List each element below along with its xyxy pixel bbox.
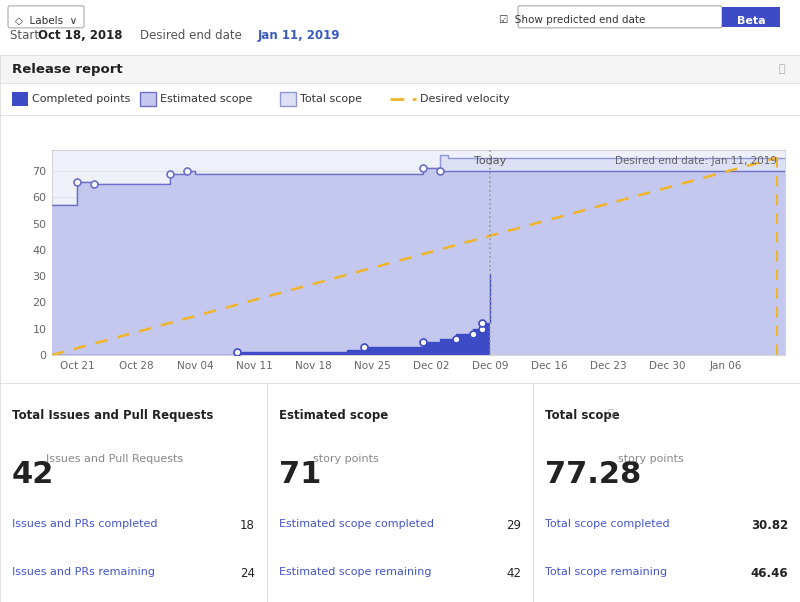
Text: Total scope: Total scope bbox=[546, 409, 620, 422]
Text: Issues and PRs completed: Issues and PRs completed bbox=[12, 519, 158, 529]
Text: Issues and PRs remaining: Issues and PRs remaining bbox=[12, 567, 155, 577]
Text: Desired velocity: Desired velocity bbox=[420, 94, 510, 104]
Text: Start: Start bbox=[10, 29, 43, 42]
Text: 42: 42 bbox=[506, 567, 522, 580]
Text: story points: story points bbox=[618, 454, 684, 464]
Text: 18: 18 bbox=[240, 519, 254, 532]
Text: ⓘ: ⓘ bbox=[778, 64, 785, 74]
Text: Oct 18, 2018: Oct 18, 2018 bbox=[38, 29, 122, 42]
Text: 46.46: 46.46 bbox=[750, 567, 788, 580]
Text: Desired end date: Jan 11, 2019: Desired end date: Jan 11, 2019 bbox=[614, 156, 777, 166]
Text: Estimated scope: Estimated scope bbox=[160, 94, 252, 104]
Text: Estimated scope: Estimated scope bbox=[278, 409, 388, 422]
Text: Total scope: Total scope bbox=[300, 94, 362, 104]
Text: Release report: Release report bbox=[12, 63, 122, 75]
Text: story points: story points bbox=[313, 454, 378, 464]
Text: 30.82: 30.82 bbox=[750, 519, 788, 532]
Text: 29: 29 bbox=[506, 519, 522, 532]
Bar bbox=[280, 92, 296, 106]
Text: Estimated scope completed: Estimated scope completed bbox=[278, 519, 434, 529]
Bar bbox=[12, 92, 28, 106]
FancyBboxPatch shape bbox=[8, 6, 84, 28]
Text: 77.28: 77.28 bbox=[546, 460, 642, 489]
Bar bbox=[140, 92, 156, 106]
FancyBboxPatch shape bbox=[518, 6, 722, 28]
Text: Today: Today bbox=[474, 156, 506, 166]
Text: Jan 11, 2019: Jan 11, 2019 bbox=[258, 29, 341, 42]
Text: Completed points: Completed points bbox=[32, 94, 130, 104]
Text: ◇  Labels  ∨: ◇ Labels ∨ bbox=[15, 15, 77, 25]
Text: ☑  Show predicted end date: ☑ Show predicted end date bbox=[499, 15, 645, 25]
Text: Total scope remaining: Total scope remaining bbox=[546, 567, 667, 577]
Text: ⓘ: ⓘ bbox=[607, 408, 614, 417]
Text: Beta: Beta bbox=[737, 16, 766, 26]
Text: 24: 24 bbox=[240, 567, 254, 580]
Text: Desired end date: Desired end date bbox=[140, 29, 242, 42]
Text: Issues and Pull Requests: Issues and Pull Requests bbox=[46, 454, 183, 464]
Text: 42: 42 bbox=[12, 460, 54, 489]
Text: Total scope completed: Total scope completed bbox=[546, 519, 670, 529]
Bar bbox=[722, 7, 780, 27]
Text: Total Issues and Pull Requests: Total Issues and Pull Requests bbox=[12, 409, 214, 422]
Text: Estimated scope remaining: Estimated scope remaining bbox=[278, 567, 431, 577]
Text: 71: 71 bbox=[278, 460, 321, 489]
